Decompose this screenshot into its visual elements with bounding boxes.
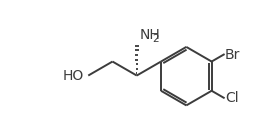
Text: NH: NH (140, 27, 160, 41)
Text: 2: 2 (153, 34, 159, 44)
Text: HO: HO (63, 69, 84, 83)
Text: Br: Br (225, 48, 240, 61)
Text: Cl: Cl (225, 91, 238, 105)
